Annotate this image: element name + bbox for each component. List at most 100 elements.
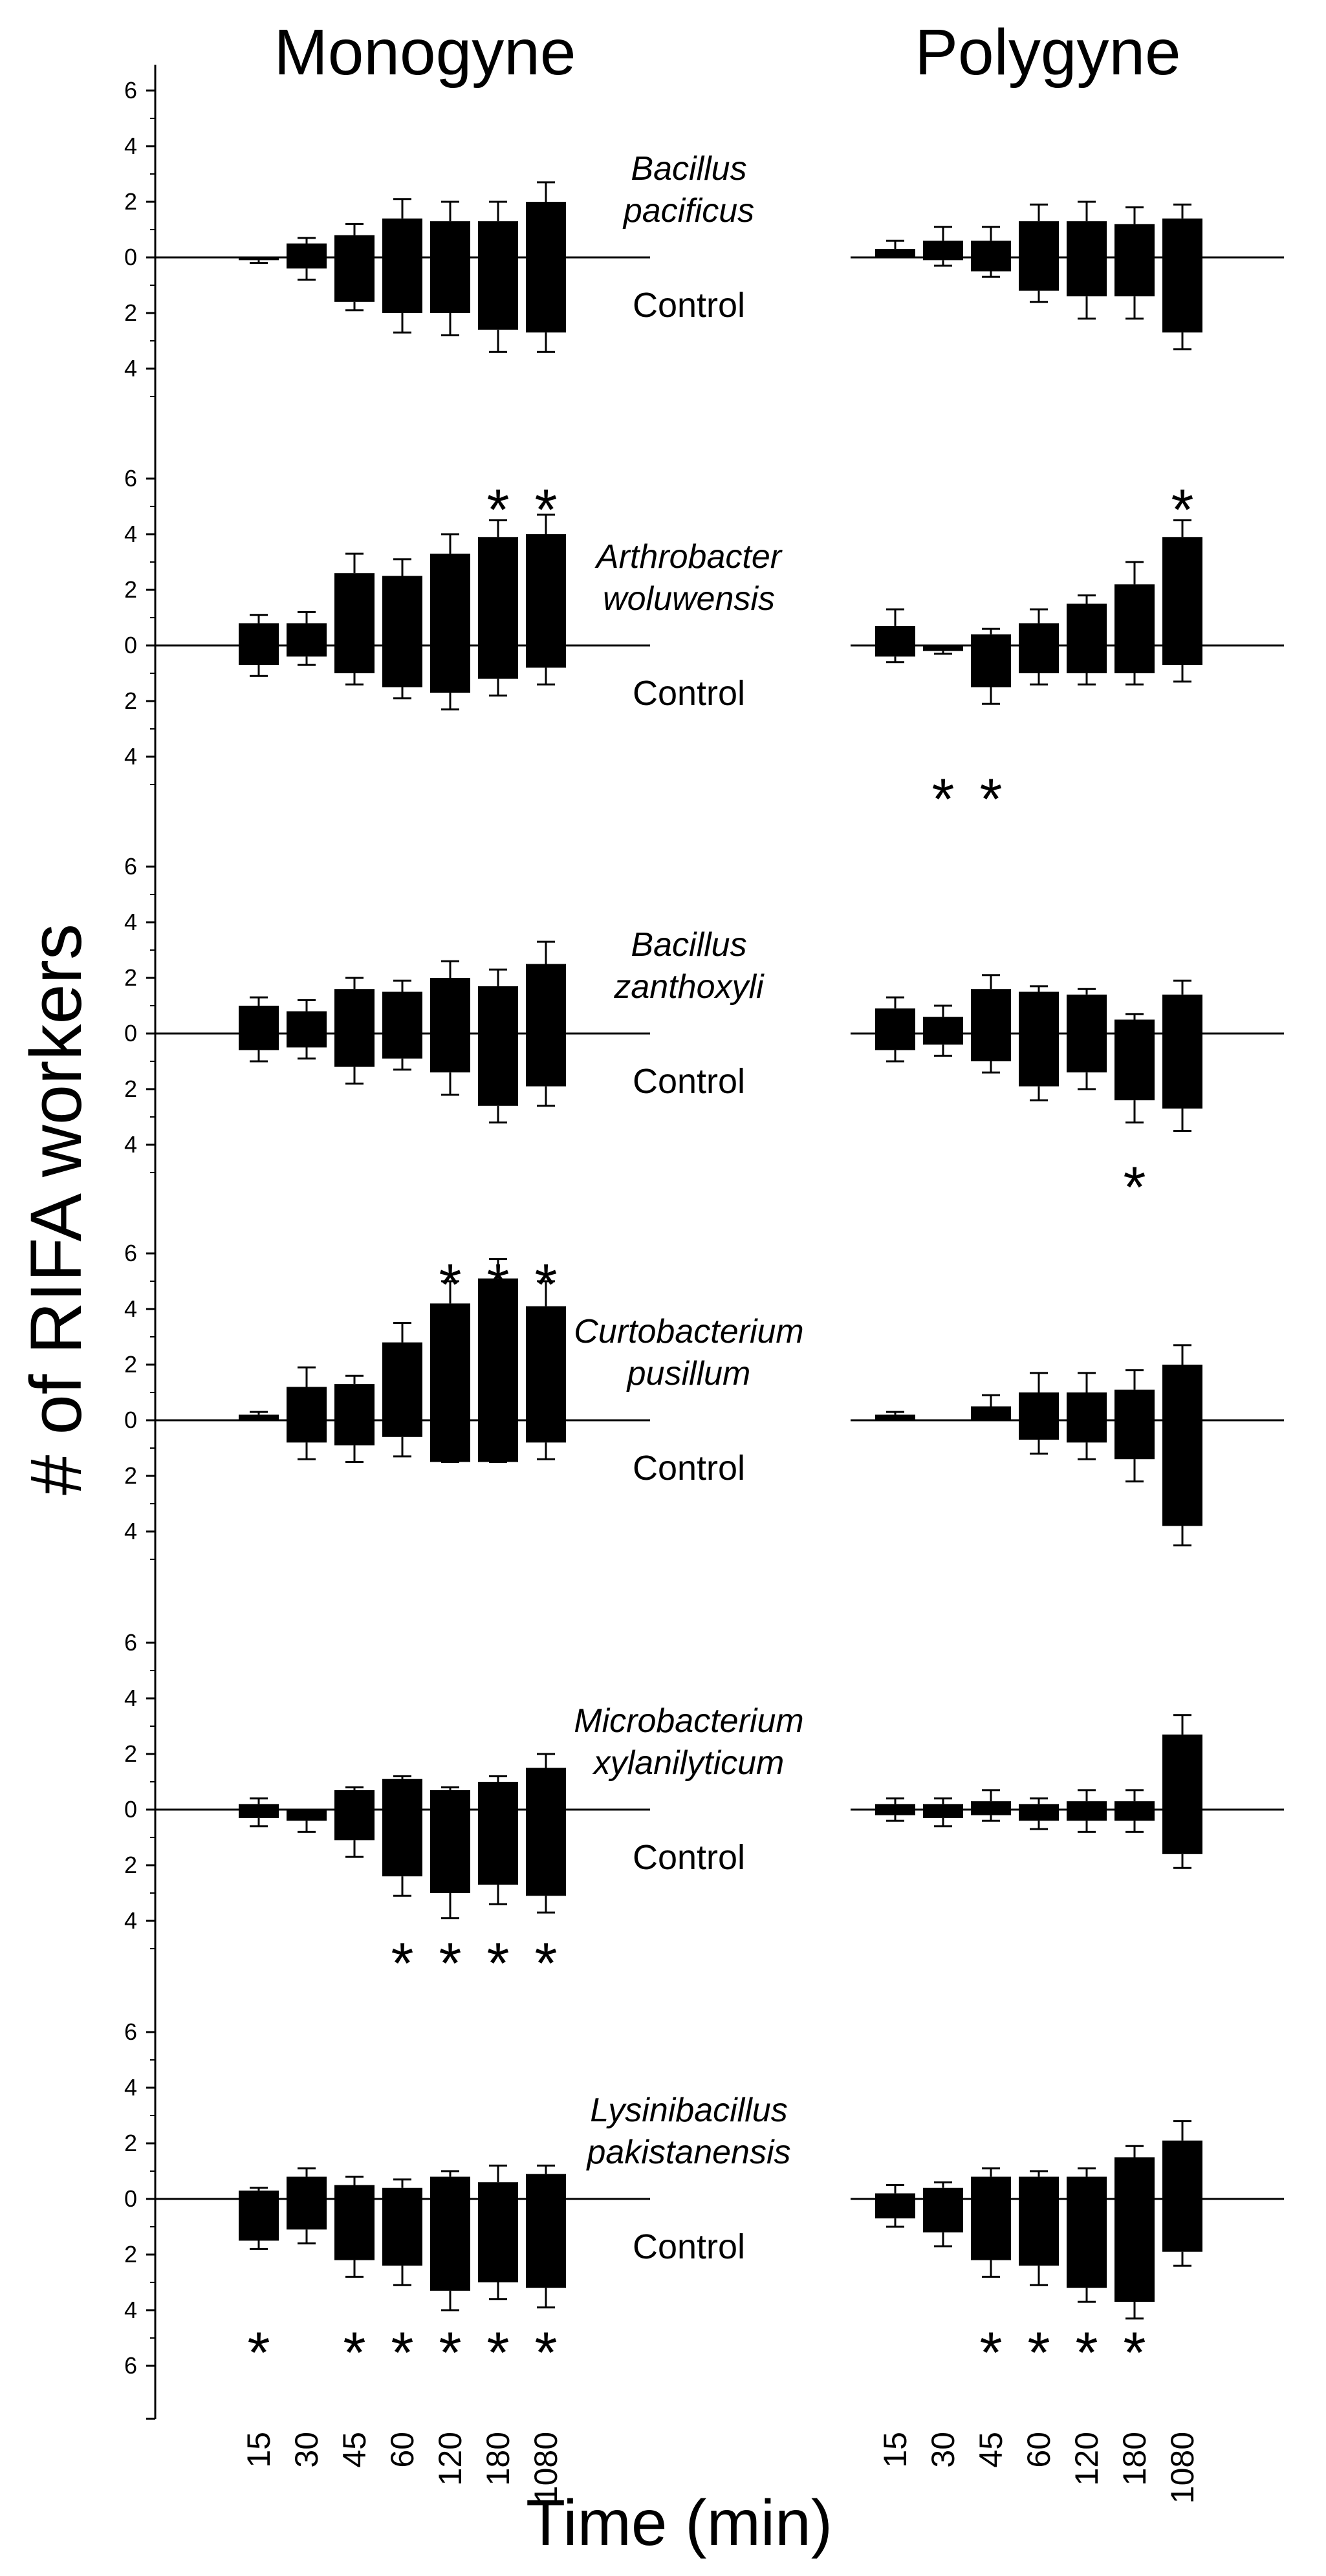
y-tick-label: 6 [124,2019,137,2045]
significance-star-control: * [1075,2321,1098,2385]
bar-treatment [334,573,375,645]
bar-treatment [334,989,375,1034]
x-tick-label: 15 [877,2432,913,2468]
significance-star-control: * [1123,2321,1146,2385]
bar-control [1162,2199,1202,2252]
y-tick-label: 2 [124,1740,137,1767]
bar-treatment [1162,218,1202,257]
bar-control [287,1420,327,1443]
significance-star-control: * [343,2321,365,2385]
bacterium-species-label: pakistanensis [585,2134,790,2171]
panel: Arthrobacter woluwensis Control * * * * * [155,478,1284,832]
bar-control [430,1420,470,1462]
control-label: Control [633,2227,745,2266]
y-tick-label: 4 [124,2297,137,2323]
bar-treatment [430,2176,470,2199]
y-tick-label: 6 [124,77,137,103]
bar-control [382,1420,422,1437]
bar-treatment [1067,1392,1107,1420]
bar-control [287,1810,327,1821]
significance-star-control: * [391,2321,413,2385]
bar-treatment [1067,994,1107,1034]
bar-control [923,1034,963,1045]
bar-treatment [1019,991,1059,1034]
bar-control [1162,1034,1202,1109]
bar-treatment [1019,221,1059,257]
bar-treatment [1114,584,1155,645]
y-tick-label: 2 [124,1852,137,1878]
bar-control [1067,2199,1107,2288]
bacterium-genus-label: Bacillus [631,926,746,964]
bar-treatment [971,241,1011,257]
bar-treatment [1114,224,1155,257]
bar-control [478,257,518,330]
significance-star-control: * [1027,2321,1050,2385]
bar-treatment [875,1414,915,1420]
bar-control [239,645,279,666]
y-tick-label: 6 [124,1240,137,1266]
bar-treatment [923,1804,963,1810]
control-label: Control [633,286,745,325]
bar-control [1067,1810,1107,1821]
significance-star-control: * [1123,1155,1146,1220]
control-label: Control [633,674,745,713]
bar-treatment [875,1008,915,1034]
bar-treatment [430,554,470,645]
significance-star-treatment: * [486,1253,509,1317]
bacterium-species-label: pusillum [626,1355,751,1392]
bar-control [239,2199,279,2241]
bar-control [1067,257,1107,297]
y-tick-label: 4 [124,909,137,935]
bar-control [478,1810,518,1885]
bar-control [239,1034,279,1050]
y-tick-label: 2 [124,576,137,603]
bar-treatment [287,243,327,257]
bar-treatment [1067,603,1107,645]
significance-star-treatment: * [1171,478,1193,543]
bar-control [875,645,915,657]
bar-control [1067,645,1107,673]
bar-control [430,645,470,693]
bar-control [923,257,963,261]
y-tick-label: 4 [124,1685,137,1711]
x-tick-label: 60 [384,2432,420,2468]
significance-star-treatment: * [534,478,557,543]
bar-control [287,1034,327,1048]
bar-control [1019,645,1059,673]
bar-control [1114,645,1155,673]
y-tick-label: 6 [124,853,137,880]
bar-treatment [1162,1734,1202,1810]
significance-star-treatment: * [534,1253,557,1317]
bar-control [526,1034,566,1087]
bar-control [971,645,1011,687]
bar-control [478,2199,518,2282]
significance-star-control: * [439,1931,461,1996]
bar-treatment [478,986,518,1034]
bar-control [478,645,518,679]
y-tick-label: 0 [124,1407,137,1433]
bar-control [382,257,422,313]
x-tick-label: 45 [336,2432,373,2468]
bar-control [239,257,279,261]
x-tick-label: 1080 [528,2432,564,2504]
bar-control [1067,1034,1107,1073]
y-tick-label: 0 [124,244,137,270]
y-tick-label: 2 [124,1076,137,1102]
bar-control [526,645,566,668]
significance-star-treatment: * [486,478,509,543]
y-tick-label: 4 [124,743,137,770]
significance-star-control: * [439,2321,461,2385]
bar-treatment [382,2187,422,2199]
x-tick-label: 120 [1069,2432,1105,2485]
significance-star-control: * [534,1931,557,1996]
x-tick-label: 60 [1021,2432,1057,2468]
x-tick-label: 15 [241,2432,277,2468]
bar-treatment [526,202,566,257]
y-tick-label: 0 [124,632,137,658]
bar-treatment [239,623,279,645]
bar-control [1162,1420,1202,1526]
bar-treatment [239,2191,279,2199]
significance-star-control: * [486,1931,509,1996]
bacterium-species-label: xylanilyticum [592,1744,785,1782]
bar-control [1019,1810,1059,1821]
